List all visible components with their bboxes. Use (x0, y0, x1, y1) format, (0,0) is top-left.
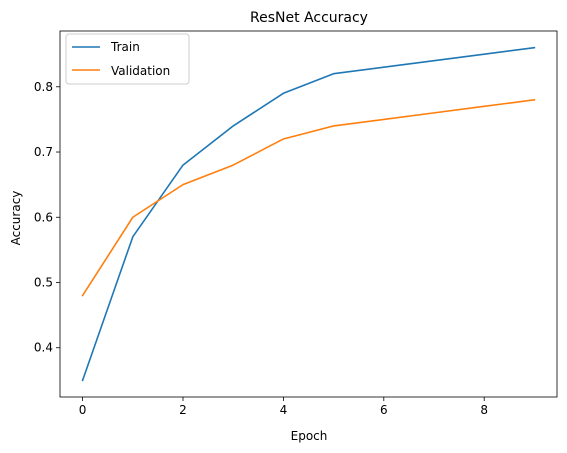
y-axis-ticks: 0.4 0.5 0.6 0.7 0.8 (34, 80, 60, 355)
series-line-train (81, 46, 536, 382)
x-tick-label: 6 (380, 403, 388, 417)
y-tick-label: 0.8 (34, 80, 53, 94)
x-tick-label: 0 (79, 403, 87, 417)
series-layer (81, 46, 536, 382)
legend: Train Validation (65, 33, 190, 85)
x-tick-label: 4 (280, 403, 288, 417)
series-line-validation (81, 98, 536, 297)
y-tick-label: 0.7 (34, 145, 53, 159)
plot-area (59, 30, 558, 398)
y-axis-label: Accuracy (9, 191, 23, 246)
x-axis-label: Epoch (291, 429, 328, 443)
y-tick-label: 0.5 (34, 276, 53, 290)
plot-frame (59, 30, 558, 398)
y-tick-label: 0.6 (34, 210, 53, 224)
chart-title: ResNet Accuracy (250, 10, 368, 26)
x-tick-label: 8 (480, 403, 488, 417)
legend-label-validation: Validation (111, 64, 170, 78)
y-tick-label: 0.4 (34, 341, 53, 355)
x-axis-ticks: 0 2 4 6 8 (79, 397, 488, 417)
x-tick-label: 2 (179, 403, 187, 417)
legend-label-train: Train (110, 40, 140, 54)
